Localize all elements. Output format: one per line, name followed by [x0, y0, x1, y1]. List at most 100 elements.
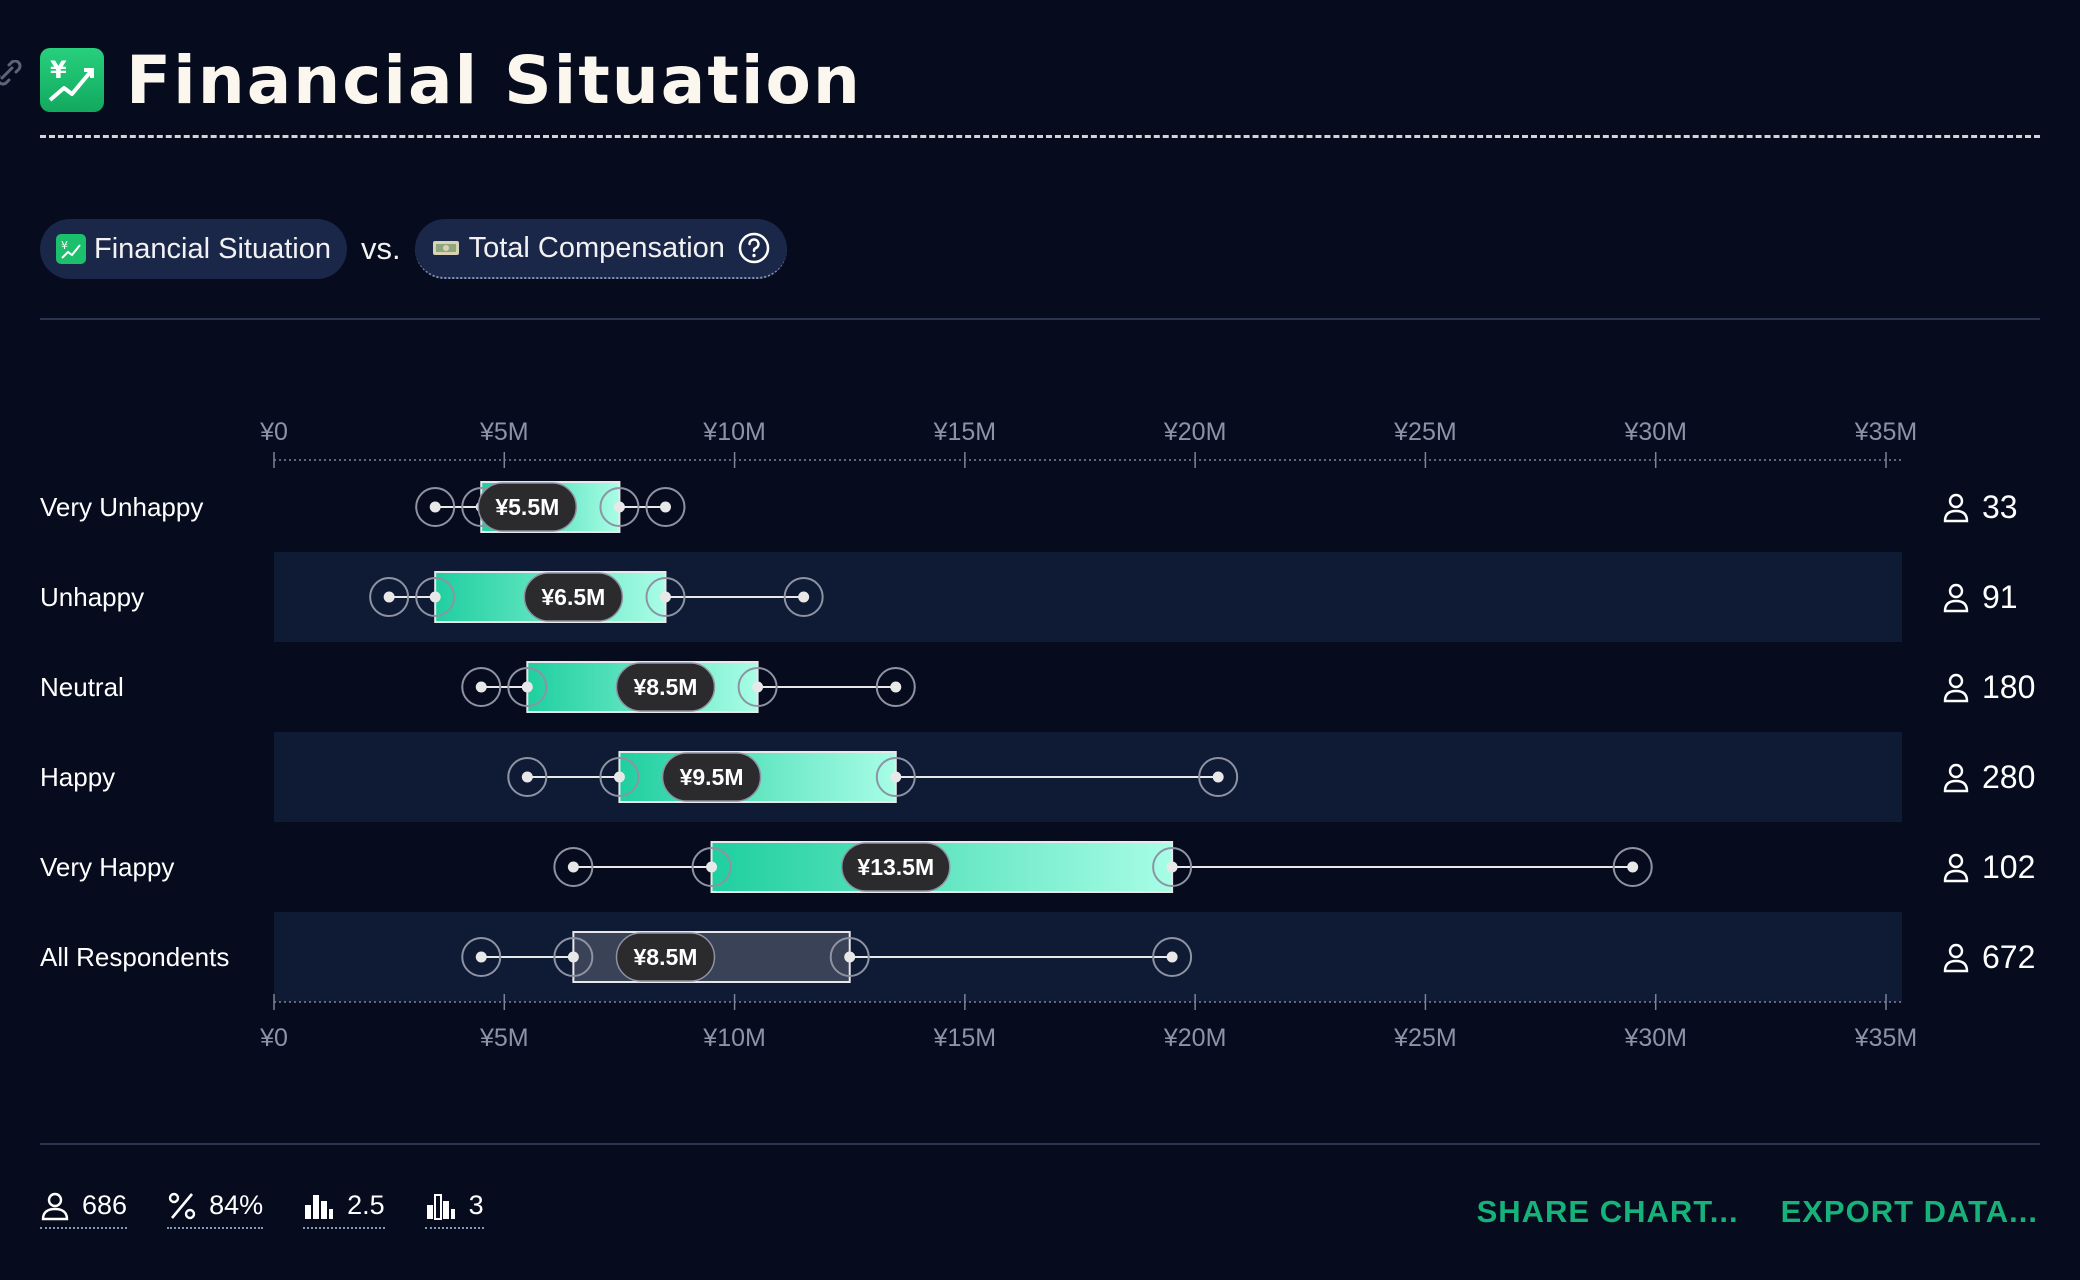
- title-divider: [40, 135, 2040, 138]
- median-value: 3: [468, 1190, 484, 1220]
- median-label: ¥8.5M: [634, 674, 698, 700]
- pill-label: Total Compensation: [468, 231, 725, 264]
- q3-marker: [613, 501, 625, 513]
- max-marker: [1212, 771, 1224, 783]
- chart-increasing-with-yen-icon: ¥: [56, 234, 86, 264]
- x-tick-label: ¥5M: [479, 1024, 529, 1052]
- x-tick-label: ¥25M: [1393, 418, 1457, 446]
- box-row[interactable]: All Respondents ¥8.5M 672: [40, 931, 2035, 983]
- person-icon-body: [1943, 869, 1969, 883]
- max-marker-ring: [1612, 847, 1653, 887]
- median-label: ¥13.5M: [857, 854, 934, 880]
- x-tick-label: ¥10M: [702, 1024, 766, 1052]
- max-marker-ring: [1198, 757, 1239, 797]
- page-header: ¥ Financial Situation: [40, 42, 862, 119]
- question-pill-total-compensation[interactable]: Total Compensation: [414, 219, 787, 279]
- box-row[interactable]: Neutral ¥8.5M 180: [40, 661, 2035, 713]
- q3-marker-ring: [737, 667, 778, 707]
- box-row[interactable]: Unhappy ¥6.5M 91: [40, 571, 2018, 623]
- pill-label: Financial Situation: [94, 232, 331, 265]
- q3-marker-ring: [599, 487, 640, 527]
- percent-icon: [168, 1192, 196, 1219]
- q1-marker: [521, 681, 533, 693]
- min-marker-ring: [461, 667, 502, 707]
- boxplot-chart: ¥0 ¥5M ¥10M ¥15M ¥20M ¥25M ¥30M ¥35M ¥0 ¥5M ¥10M ¥1…: [40, 418, 2035, 1052]
- export-data-button[interactable]: EXPORT DATA...: [1780, 1194, 2038, 1229]
- category-label: Very Unhappy: [40, 492, 203, 522]
- q3-marker: [752, 681, 764, 693]
- min-marker: [429, 501, 441, 513]
- svg-text:¥: ¥: [50, 56, 67, 84]
- section-divider: [40, 318, 2040, 320]
- category-label: Happy: [40, 762, 115, 792]
- box-row[interactable]: Very Happy ¥13.5M 102: [40, 841, 2035, 893]
- x-tick-label: ¥25M: [1393, 1024, 1457, 1052]
- person-icon: [1943, 853, 1969, 883]
- q3-marker: [844, 951, 856, 963]
- help-icon[interactable]: [737, 231, 771, 265]
- q1-marker: [567, 951, 579, 963]
- respondent-count: 280: [1982, 759, 2035, 795]
- question-pill-financial-situation[interactable]: ¥ Financial Situation: [40, 219, 347, 279]
- q3-marker-ring: [645, 577, 686, 617]
- q1-marker-ring: [691, 847, 732, 887]
- median-stat[interactable]: 3: [424, 1190, 484, 1229]
- min-marker: [475, 681, 487, 693]
- person-icon: [41, 1192, 69, 1220]
- median-pill: [615, 932, 716, 982]
- x-tick-label: ¥10M: [702, 418, 766, 446]
- respondent-count: 102: [1982, 849, 2035, 885]
- percentage-value: 84%: [209, 1190, 264, 1220]
- svg-text:¥: ¥: [61, 239, 68, 252]
- summary-stats: 686 84% 2.5 3: [40, 1190, 524, 1229]
- chart-actions: SHARE CHART... EXPORT DATA...: [1435, 1194, 2038, 1230]
- box-row[interactable]: Happy ¥9.5M 280: [40, 751, 2035, 803]
- median-pill: [523, 572, 624, 622]
- average-stat[interactable]: 2.5: [303, 1190, 385, 1229]
- person-icon-head: [1948, 943, 1964, 959]
- respondent-count-stat[interactable]: 686: [40, 1190, 128, 1229]
- footer-divider: [40, 1143, 2040, 1145]
- x-tick-label: ¥30M: [1623, 1024, 1687, 1052]
- q3-marker-ring: [829, 937, 870, 977]
- link-icon[interactable]: [0, 60, 24, 90]
- min-marker-ring: [461, 937, 502, 977]
- q3-marker-ring: [1152, 847, 1193, 887]
- percentage-stat[interactable]: 84%: [167, 1190, 264, 1229]
- median-pill: [661, 752, 762, 802]
- q3-marker: [890, 771, 902, 783]
- median-label: ¥9.5M: [680, 764, 744, 790]
- share-chart-button[interactable]: SHARE CHART...: [1476, 1194, 1739, 1229]
- median-label: ¥5.5M: [495, 494, 559, 520]
- q1-marker-ring: [507, 667, 548, 707]
- category-label: Unhappy: [40, 582, 144, 612]
- x-tick-label: ¥0: [259, 418, 288, 446]
- x-tick-label: ¥15M: [933, 418, 997, 446]
- category-label: Very Happy: [40, 852, 174, 882]
- x-tick-label: ¥35M: [1854, 1024, 1918, 1052]
- q3-marker: [659, 591, 671, 603]
- q3-marker: [1166, 861, 1178, 873]
- min-marker: [521, 771, 533, 783]
- person-icon: [1943, 493, 1969, 523]
- median-pill: [615, 662, 716, 712]
- person-icon-body: [1943, 959, 1969, 973]
- comparison-selectors: ¥ Financial Situation vs. Total Compensa…: [40, 218, 787, 280]
- max-marker-ring: [645, 487, 686, 527]
- person-icon-head: [1948, 493, 1964, 509]
- max-marker: [1627, 861, 1639, 873]
- q1-marker: [706, 861, 718, 873]
- median-pill: [477, 482, 578, 532]
- x-tick-label: ¥0: [259, 1024, 288, 1052]
- category-label: Neutral: [40, 672, 124, 702]
- person-icon-body: [1943, 779, 1969, 793]
- median-pill: [841, 842, 951, 892]
- min-marker: [383, 591, 395, 603]
- min-marker-ring: [553, 847, 594, 887]
- category-label: All Respondents: [40, 942, 229, 972]
- respondent-count: 33: [1982, 489, 2018, 525]
- max-marker: [659, 501, 671, 513]
- respondent-count-value: 686: [82, 1190, 128, 1220]
- min-marker: [567, 861, 579, 873]
- box-row[interactable]: Very Unhappy ¥5.5M 33: [40, 481, 2018, 533]
